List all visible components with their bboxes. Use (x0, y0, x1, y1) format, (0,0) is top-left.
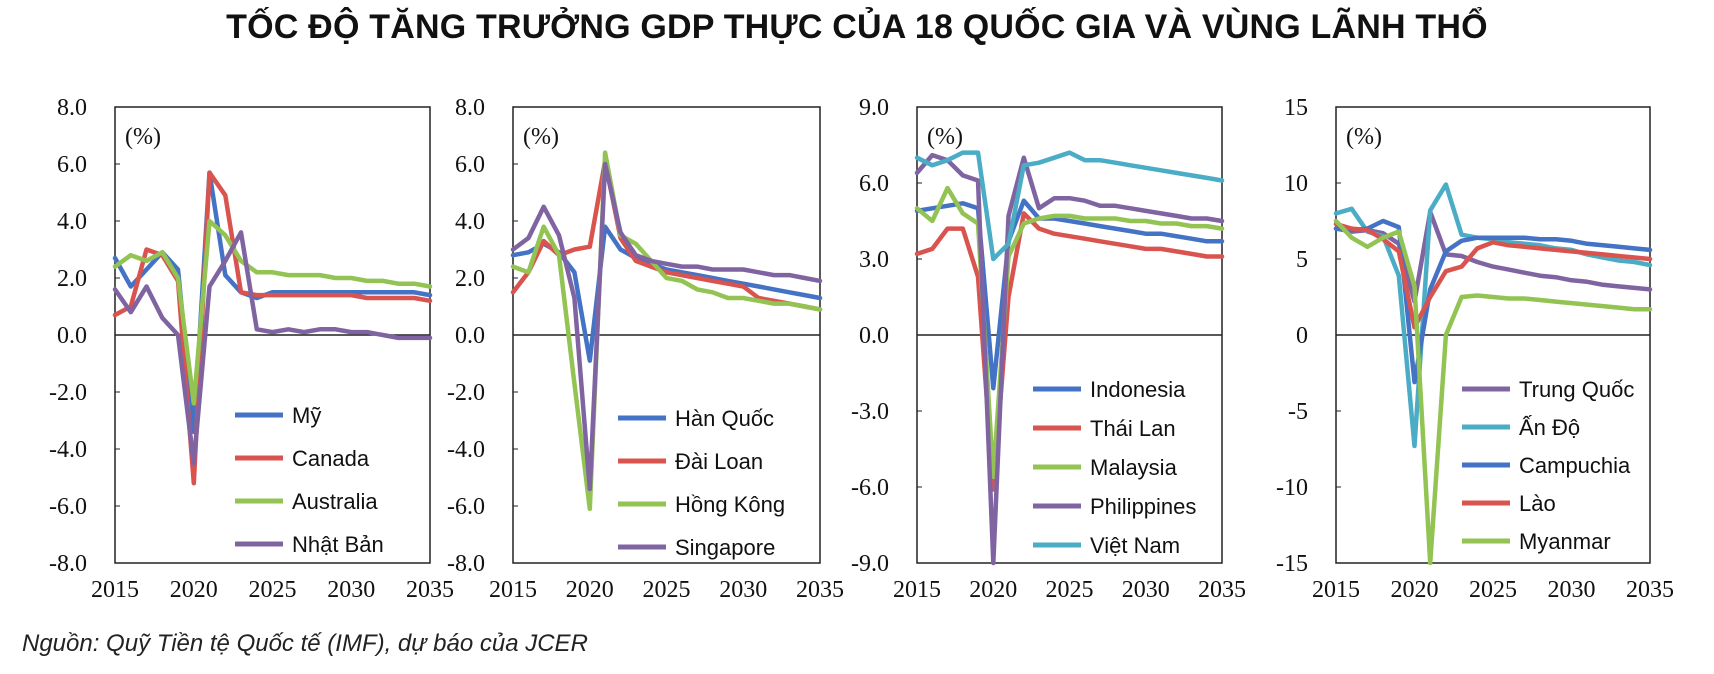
legend-label: Ấn Độ (1519, 415, 1580, 440)
y-tick-label: 6.0 (57, 152, 87, 178)
legend-label: Campuchia (1519, 453, 1631, 478)
series-line-Philippines (914, 152, 1225, 566)
x-tick-label: 2035 (1626, 577, 1674, 603)
y-tick-label: -4.0 (49, 437, 87, 463)
y-tick-label: -6.0 (851, 475, 889, 501)
x-tick-label: 2030 (1122, 577, 1170, 603)
y-tick-label: 4.0 (455, 209, 485, 235)
x-tick-label: 2030 (1548, 577, 1596, 603)
legend-label: Việt Nam (1090, 533, 1180, 558)
y-tick-label: 10 (1284, 171, 1308, 197)
legend-label: Malaysia (1090, 455, 1178, 480)
y-tick-label: 9.0 (859, 95, 889, 121)
unit-label: (%) (927, 124, 963, 150)
y-tick-label: 6.0 (455, 152, 485, 178)
x-tick-label: 2035 (406, 577, 454, 603)
y-tick-label: -2.0 (447, 380, 485, 406)
x-tick-label: 2015 (1312, 577, 1360, 603)
y-tick-label: -8.0 (49, 551, 87, 577)
x-tick-label: 2015 (893, 577, 941, 603)
series-line-Myanmar (1333, 218, 1653, 566)
y-tick-label: -8.0 (447, 551, 485, 577)
y-tick-label: 15 (1284, 95, 1308, 121)
y-tick-label: 4.0 (57, 209, 87, 235)
x-tick-label: 2020 (170, 577, 218, 603)
source-note: Nguồn: Quỹ Tiền tệ Quốc tế (IMF), dự báo… (22, 630, 588, 657)
legend-label: Lào (1519, 491, 1556, 516)
legend-label: Indonesia (1090, 377, 1186, 402)
legend-label: Singapore (675, 535, 775, 560)
x-tick-label: 2035 (1198, 577, 1246, 603)
x-tick-label: 2025 (643, 577, 691, 603)
series-line-Canada (112, 170, 433, 486)
x-tick-label: 2020 (1391, 577, 1439, 603)
unit-label: (%) (125, 124, 161, 150)
y-tick-label: 0 (1296, 323, 1308, 349)
series-line-Lào (1333, 221, 1653, 330)
x-tick-label: 2020 (566, 577, 614, 603)
legend-label: Canada (292, 446, 370, 471)
y-tick-label: -9.0 (851, 551, 889, 577)
series-line-Hàn Quốc (510, 224, 823, 363)
x-tick-label: 2015 (489, 577, 537, 603)
x-tick-label: 2035 (796, 577, 844, 603)
series-line-Hồng Kông (510, 150, 823, 512)
series-line-Singapore (510, 161, 823, 492)
series-line-Việt Nam (914, 150, 1225, 262)
legend-label: Hàn Quốc (675, 406, 774, 431)
series-line-Mỹ (112, 170, 433, 435)
y-tick-label: 0.0 (57, 323, 87, 349)
legend-label: Đài Loan (675, 449, 763, 474)
series-line-Nhật Bản (112, 230, 433, 466)
x-tick-label: 2025 (249, 577, 297, 603)
x-tick-label: 2015 (91, 577, 139, 603)
legend-label: Myanmar (1519, 529, 1611, 554)
x-tick-label: 2020 (969, 577, 1017, 603)
series-line-Australia (112, 218, 433, 406)
y-tick-label: 3.0 (859, 247, 889, 273)
legend-label: Trung Quốc (1519, 377, 1634, 402)
y-tick-label: -5 (1288, 399, 1308, 425)
x-tick-label: 2030 (327, 577, 375, 603)
series-line-Indonesia (914, 198, 1225, 391)
unit-label: (%) (1346, 124, 1382, 150)
legend-label: Philippines (1090, 494, 1196, 519)
series-line-Campuchia (1333, 218, 1653, 385)
x-tick-label: 2025 (1469, 577, 1517, 603)
x-tick-label: 2025 (1046, 577, 1094, 603)
series-line-Malaysia (914, 185, 1225, 480)
y-tick-label: -3.0 (851, 399, 889, 425)
legend-label: Nhật Bản (292, 532, 384, 557)
y-tick-label: -6.0 (447, 494, 485, 520)
legend-label: Thái Lan (1090, 416, 1176, 441)
y-tick-label: 6.0 (859, 171, 889, 197)
y-tick-label: -4.0 (447, 437, 485, 463)
y-tick-label: -2.0 (49, 380, 87, 406)
legend-label: Hồng Kông (675, 492, 785, 517)
y-tick-label: -15 (1276, 551, 1308, 577)
chart-title: TỐC ĐỘ TĂNG TRƯỞNG GDP THỰC CỦA 18 QUỐC … (226, 8, 1488, 46)
y-tick-label: 8.0 (455, 95, 485, 121)
y-tick-label: -6.0 (49, 494, 87, 520)
unit-label: (%) (523, 124, 559, 150)
legend-label: Australia (292, 489, 378, 514)
series-line-Thái Lan (914, 211, 1225, 492)
y-tick-label: 0.0 (859, 323, 889, 349)
x-tick-label: 2030 (719, 577, 767, 603)
legend-label: Mỹ (292, 403, 321, 428)
y-tick-label: 2.0 (455, 266, 485, 292)
y-tick-label: 5 (1296, 247, 1308, 273)
y-tick-label: 8.0 (57, 95, 87, 121)
y-tick-label: 2.0 (57, 266, 87, 292)
series-line-Ấn Độ (1333, 182, 1653, 449)
y-tick-label: -10 (1276, 475, 1308, 501)
y-tick-label: 0.0 (455, 323, 485, 349)
